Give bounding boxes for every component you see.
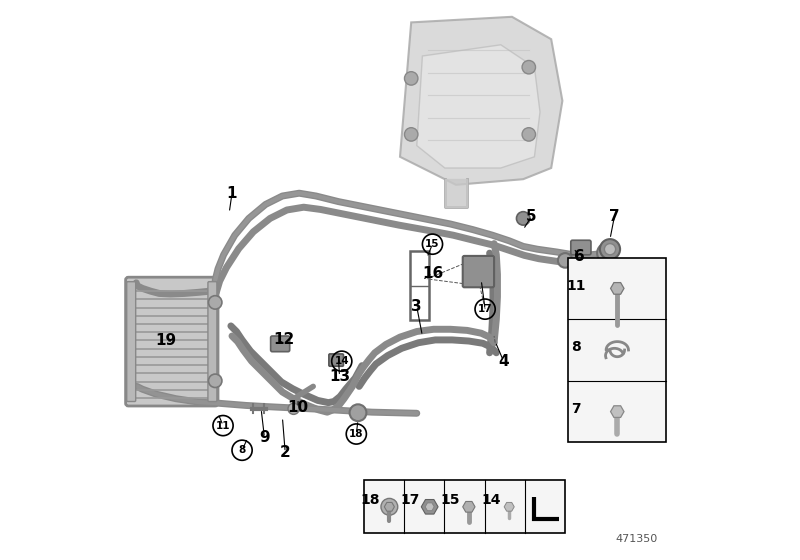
Polygon shape <box>425 503 434 511</box>
Text: 1: 1 <box>226 186 238 200</box>
Text: 15: 15 <box>426 239 440 249</box>
Polygon shape <box>400 17 562 185</box>
Polygon shape <box>504 502 514 511</box>
Bar <box>568 258 666 442</box>
Text: 3: 3 <box>411 300 422 314</box>
Text: 11: 11 <box>566 279 586 293</box>
Polygon shape <box>417 45 540 168</box>
Text: 5: 5 <box>526 209 537 223</box>
Text: 16: 16 <box>422 266 443 281</box>
Polygon shape <box>445 179 467 207</box>
Text: 18: 18 <box>349 429 363 439</box>
FancyBboxPatch shape <box>126 282 136 402</box>
Text: 12: 12 <box>273 332 294 347</box>
Text: 7: 7 <box>571 402 582 416</box>
Circle shape <box>522 60 535 74</box>
Text: 11: 11 <box>216 421 230 431</box>
FancyBboxPatch shape <box>329 354 343 366</box>
FancyBboxPatch shape <box>126 277 218 406</box>
Text: 17: 17 <box>478 304 493 314</box>
Text: 8: 8 <box>571 340 582 354</box>
Circle shape <box>209 374 222 388</box>
FancyBboxPatch shape <box>462 256 494 287</box>
Text: 6: 6 <box>574 249 585 264</box>
Circle shape <box>381 498 398 515</box>
Circle shape <box>604 244 615 255</box>
Circle shape <box>405 128 418 141</box>
Polygon shape <box>422 500 438 514</box>
Polygon shape <box>462 501 475 512</box>
Text: 7: 7 <box>609 209 620 223</box>
Text: 471350: 471350 <box>615 534 658 544</box>
Text: 18: 18 <box>360 493 379 507</box>
Text: 8: 8 <box>238 445 246 455</box>
Text: 9: 9 <box>259 431 270 445</box>
Polygon shape <box>610 406 624 417</box>
FancyBboxPatch shape <box>270 336 290 352</box>
Text: 10: 10 <box>287 400 309 415</box>
Text: 4: 4 <box>498 354 509 368</box>
Text: 14: 14 <box>334 356 349 366</box>
Bar <box>363 480 565 533</box>
Text: 19: 19 <box>155 333 177 348</box>
Circle shape <box>517 212 530 225</box>
Circle shape <box>288 403 299 414</box>
Circle shape <box>350 404 366 421</box>
Text: 15: 15 <box>441 493 460 507</box>
Text: 2: 2 <box>280 445 290 460</box>
Circle shape <box>558 253 573 268</box>
Circle shape <box>522 128 535 141</box>
Text: 13: 13 <box>329 369 350 384</box>
FancyBboxPatch shape <box>570 240 591 255</box>
Text: 14: 14 <box>481 493 501 507</box>
Circle shape <box>405 72 418 85</box>
Circle shape <box>597 243 618 263</box>
Circle shape <box>209 296 222 309</box>
FancyBboxPatch shape <box>208 282 217 402</box>
Text: 17: 17 <box>400 493 420 507</box>
Polygon shape <box>610 283 624 294</box>
Circle shape <box>600 239 620 259</box>
Polygon shape <box>384 502 394 511</box>
